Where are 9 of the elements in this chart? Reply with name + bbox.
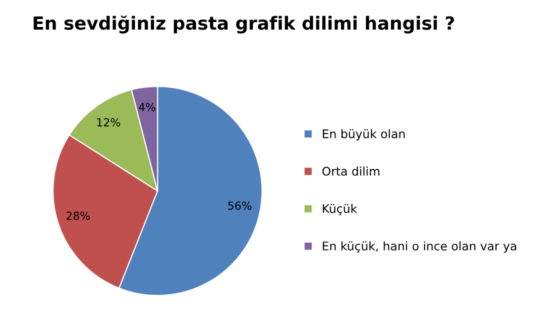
data-label: 12% — [97, 118, 120, 127]
legend-label: Küçük — [322, 204, 358, 216]
legend-label: En küçük, hani o ince olan var ya — [322, 241, 516, 253]
data-label: 28% — [66, 212, 90, 220]
legend-label: En büyük olan — [322, 129, 405, 141]
data-label: 56% — [228, 201, 252, 210]
data-label: 4% — [138, 102, 156, 112]
chart-title: En sevdiğiniz pasta grafik dilimi hangisi ? — [34, 15, 454, 34]
legend-label: Orta dilim — [322, 166, 380, 176]
